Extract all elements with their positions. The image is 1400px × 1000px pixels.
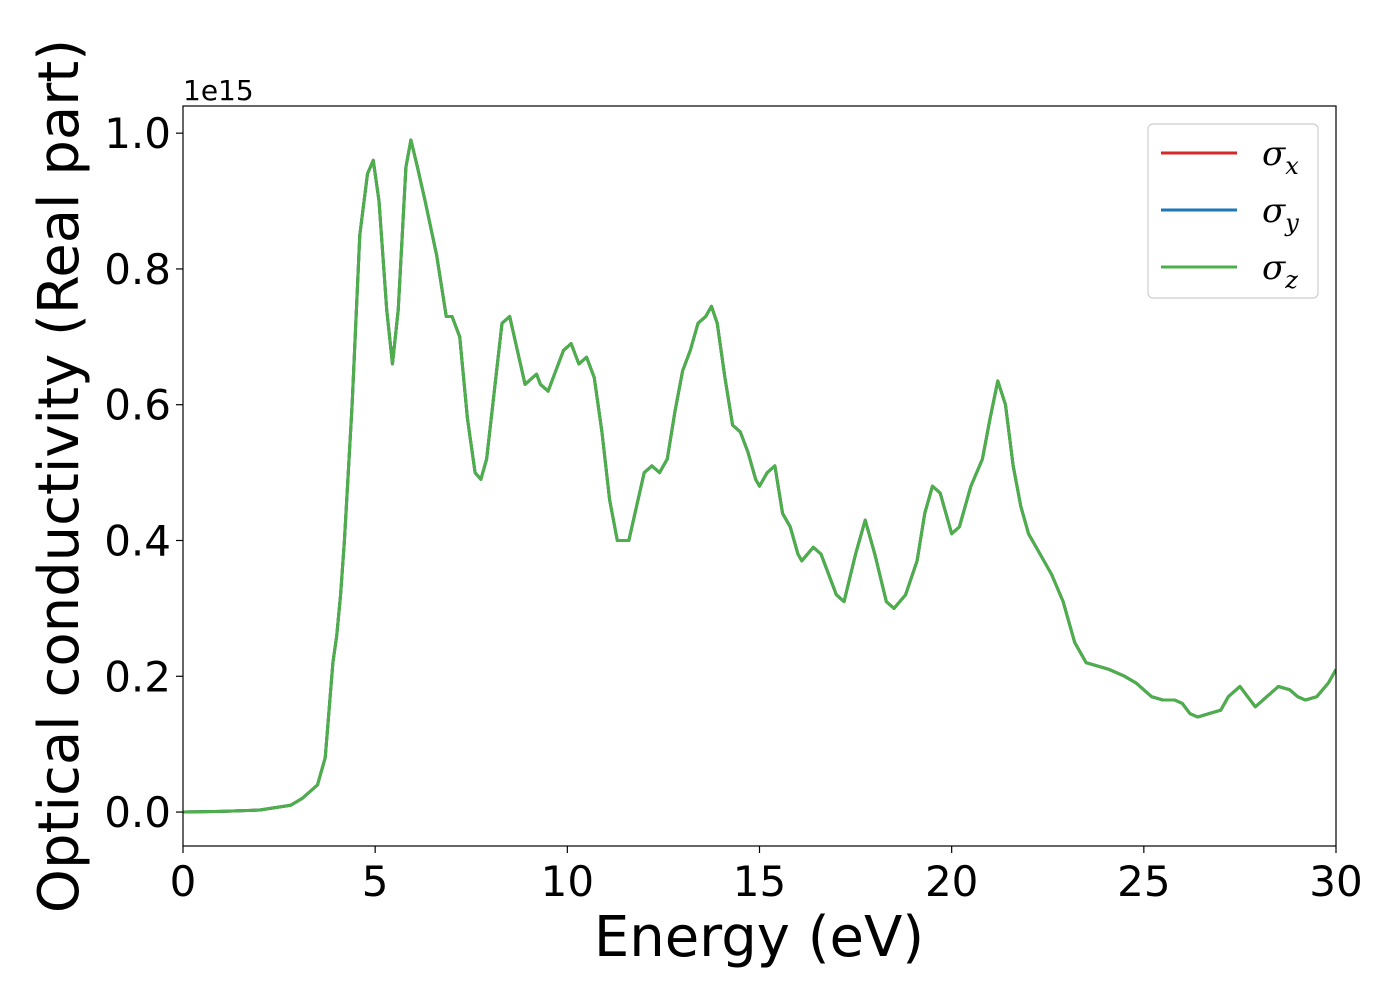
- y-tick-label: 0.4: [104, 516, 171, 565]
- y-axis-title: Optical conductivity (Real part): [27, 39, 92, 913]
- series-layer: [183, 138, 1336, 814]
- series-line-2: [183, 138, 1336, 814]
- x-axis-ticks: 0 5 10 15 20 25 30: [170, 846, 1363, 906]
- x-tick-label: 25: [1117, 857, 1170, 906]
- x-tick-label: 10: [541, 857, 594, 906]
- y-tick-label: 0.6: [104, 381, 171, 430]
- plot-area: [183, 138, 1336, 814]
- x-tick-label: 5: [362, 857, 389, 906]
- legend-entries: σx σy σz: [1161, 134, 1299, 294]
- x-tick-label: 20: [925, 857, 978, 906]
- legend-label-z: σz: [1262, 248, 1298, 294]
- x-tick-label: 15: [733, 857, 786, 906]
- y-axis-ticks: 0.0 0.2 0.4 0.6 0.8 1.0: [104, 109, 183, 837]
- y-tick-label: 0.2: [104, 652, 171, 701]
- y-tick-label: 0.8: [104, 245, 171, 294]
- legend-label-x: σx: [1262, 134, 1299, 180]
- y-offset-label: 1e15: [183, 74, 254, 107]
- legend-label-y: σy: [1262, 191, 1299, 237]
- y-tick-label: 1.0: [104, 109, 171, 158]
- x-tick-label: 30: [1309, 857, 1362, 906]
- legend: σx σy σz: [1147, 123, 1319, 299]
- x-axis-title: Energy (eV): [594, 905, 924, 970]
- x-tick-label: 0: [170, 857, 197, 906]
- y-tick-label: 0.0: [104, 788, 171, 837]
